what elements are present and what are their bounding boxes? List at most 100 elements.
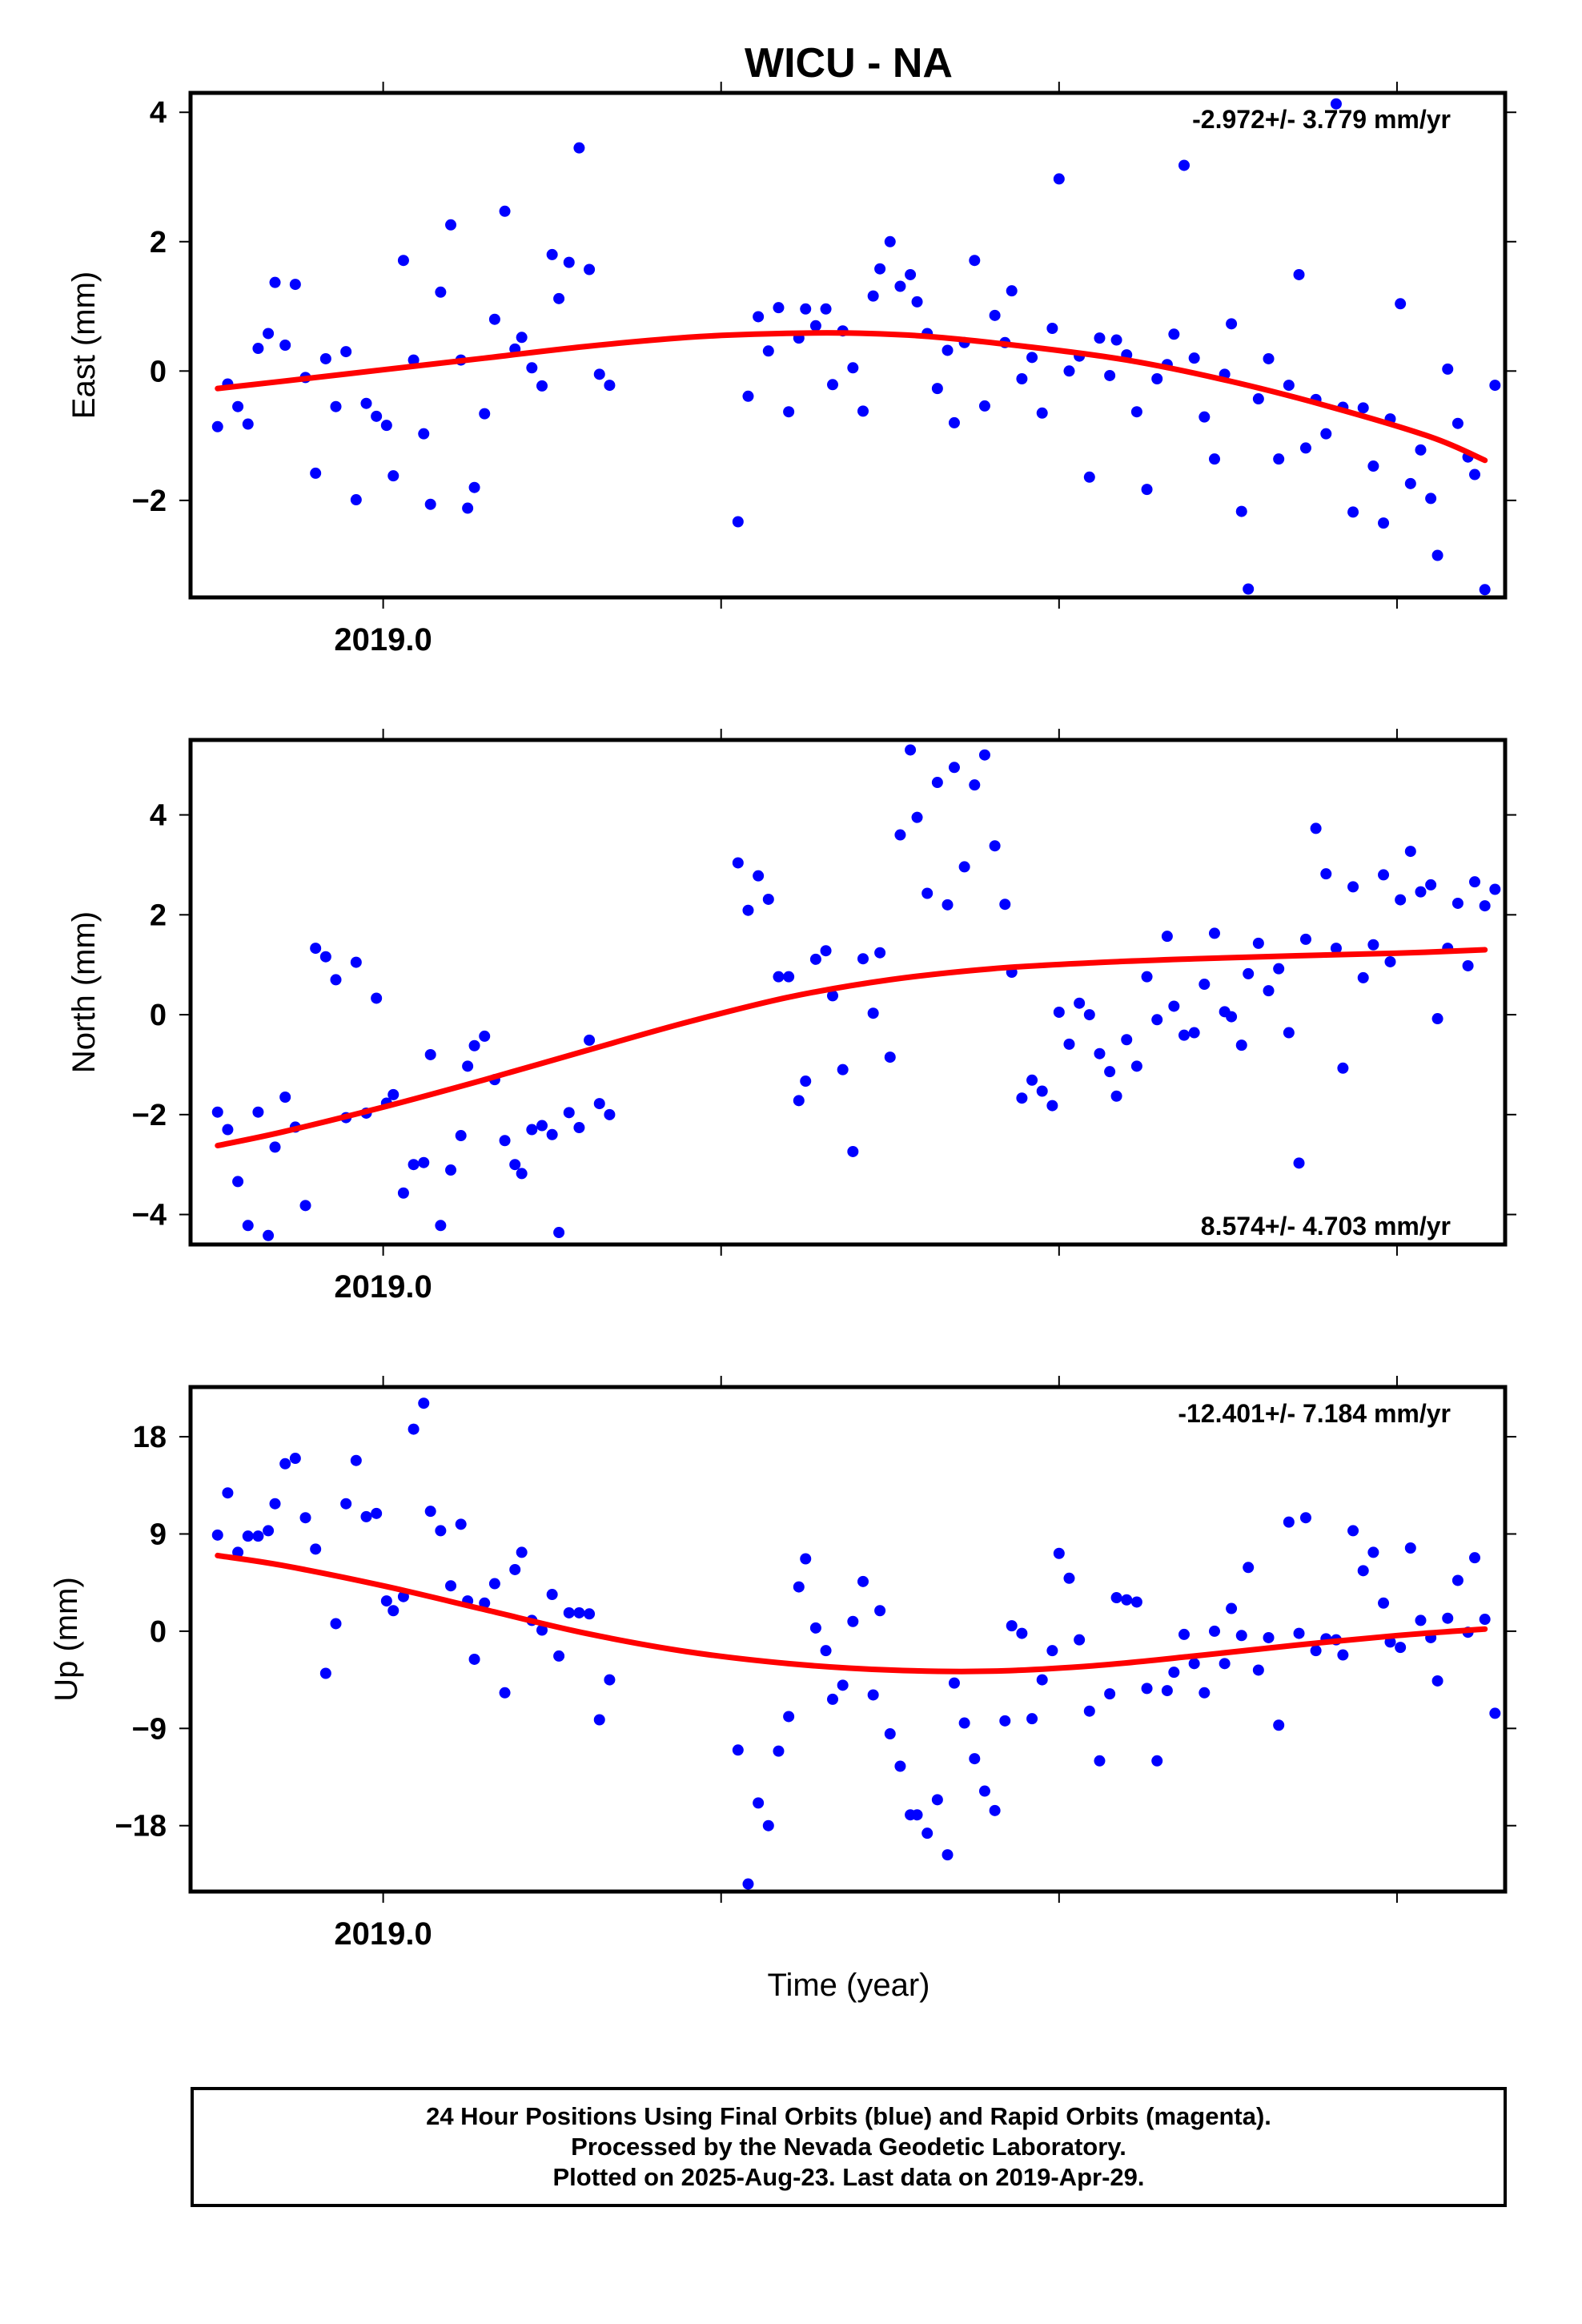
east-data-point — [1283, 380, 1295, 392]
north-data-point — [921, 887, 934, 899]
up-data-point — [455, 1518, 467, 1530]
east-data-point — [242, 418, 254, 430]
north-data-point — [593, 1098, 605, 1110]
north-data-point — [1489, 883, 1501, 895]
east-data-point — [350, 494, 362, 506]
north-data-point — [809, 953, 821, 965]
east-data-point — [1395, 298, 1407, 310]
up-data-point — [1199, 1687, 1211, 1699]
up-data-point — [563, 1606, 575, 1618]
east-data-point — [1442, 363, 1454, 375]
east-data-point — [1479, 584, 1491, 596]
north-data-point — [330, 974, 342, 986]
east-data-point — [211, 420, 223, 432]
north-data-point — [584, 1034, 596, 1046]
east-y-tick-label: −2 — [132, 485, 167, 518]
north-data-point — [989, 840, 1001, 852]
up-plot-frame — [188, 1385, 1508, 1894]
up-panel: 2019.0 −18 −9 0 9 18 Up (mm) -12.401+/- 7.184 m… — [49, 1376, 1516, 1952]
up-data-point — [999, 1715, 1011, 1727]
east-data-point — [1415, 444, 1427, 456]
up-data-point — [1063, 1572, 1075, 1584]
east-data-point — [1347, 506, 1359, 518]
north-data-point — [773, 971, 785, 983]
up-fit-curve — [215, 1552, 1488, 1675]
east-data-point — [969, 255, 981, 267]
north-data-point — [1395, 894, 1407, 906]
up-data-point — [371, 1507, 383, 1519]
east-data-point — [1188, 352, 1200, 364]
up-data-point — [820, 1645, 832, 1657]
east-data-point — [1178, 159, 1190, 171]
up-data-point — [1243, 1562, 1255, 1574]
east-data-point — [931, 383, 943, 395]
north-data-point — [978, 749, 990, 761]
east-data-point — [1273, 453, 1285, 465]
north-data-point — [1299, 933, 1311, 945]
east-data-point — [488, 313, 500, 325]
up-data-point — [488, 1578, 500, 1590]
east-data-point — [827, 379, 839, 391]
north-data-point — [1110, 1090, 1122, 1102]
up-data-point — [435, 1525, 447, 1537]
north-data-point — [753, 870, 765, 882]
up-data-point — [387, 1605, 400, 1617]
up-data-point — [360, 1510, 372, 1522]
north-data-point — [299, 1200, 311, 1212]
east-data-point — [445, 219, 457, 231]
north-y-tick-label: −2 — [132, 1099, 167, 1132]
up-data-point — [753, 1797, 765, 1809]
north-data-point — [1036, 1085, 1048, 1097]
north-data-point — [894, 829, 906, 841]
east-data-point — [1378, 517, 1390, 529]
east-data-point — [1141, 484, 1153, 496]
north-data-point — [1357, 971, 1369, 983]
north-data-point — [1415, 886, 1427, 898]
up-data-point — [773, 1745, 785, 1757]
up-data-point — [1452, 1574, 1464, 1586]
north-data-point — [350, 956, 362, 968]
up-data-point — [1104, 1688, 1116, 1700]
east-data-point — [1036, 407, 1048, 419]
east-data-point — [1404, 477, 1416, 489]
up-data-point — [1006, 1620, 1018, 1632]
north-data-point — [387, 1088, 400, 1100]
east-data-point — [820, 303, 832, 315]
north-plot-frame — [188, 738, 1508, 1247]
up-data-point — [232, 1546, 244, 1558]
north-data-point — [1431, 1013, 1443, 1025]
east-data-point — [1130, 406, 1142, 418]
north-data-point — [1141, 971, 1153, 983]
east-data-point — [1016, 373, 1028, 384]
north-data-point — [942, 899, 954, 911]
up-data-point — [584, 1608, 596, 1620]
panels: 2019.0 −2 0 2 4 East (mm) -2.972+/- 3.779 mm/y… — [49, 82, 1516, 1952]
north-data-point — [867, 1007, 879, 1019]
up-data-point — [1094, 1755, 1106, 1767]
north-data-point — [435, 1220, 447, 1232]
up-data-point — [732, 1744, 744, 1756]
east-data-point — [1252, 393, 1264, 405]
north-data-point — [1178, 1029, 1190, 1041]
footer-line-2: Processed by the Nevada Geodetic Laborat… — [571, 2133, 1126, 2161]
up-data-point — [1151, 1755, 1163, 1767]
up-data-point — [969, 1753, 981, 1765]
north-data-point — [408, 1159, 420, 1171]
north-data-point — [1384, 955, 1396, 967]
up-data-point — [1293, 1627, 1305, 1639]
up-y-tick-label: −9 — [132, 1712, 167, 1746]
east-data-point — [1226, 318, 1238, 330]
up-data-point — [1347, 1525, 1359, 1537]
north-data-point — [536, 1120, 548, 1132]
north-data-point — [211, 1106, 223, 1118]
east-data-point — [948, 416, 960, 428]
north-data-point — [837, 1063, 849, 1076]
north-data-point — [573, 1122, 585, 1134]
north-data-point — [742, 904, 754, 916]
up-data-point — [1074, 1634, 1086, 1646]
up-rate-annotation: -12.401+/- 7.184 mm/yr — [1178, 1399, 1451, 1428]
up-data-point — [1036, 1674, 1048, 1686]
east-data-point — [1431, 549, 1443, 561]
north-data-point — [783, 971, 795, 983]
